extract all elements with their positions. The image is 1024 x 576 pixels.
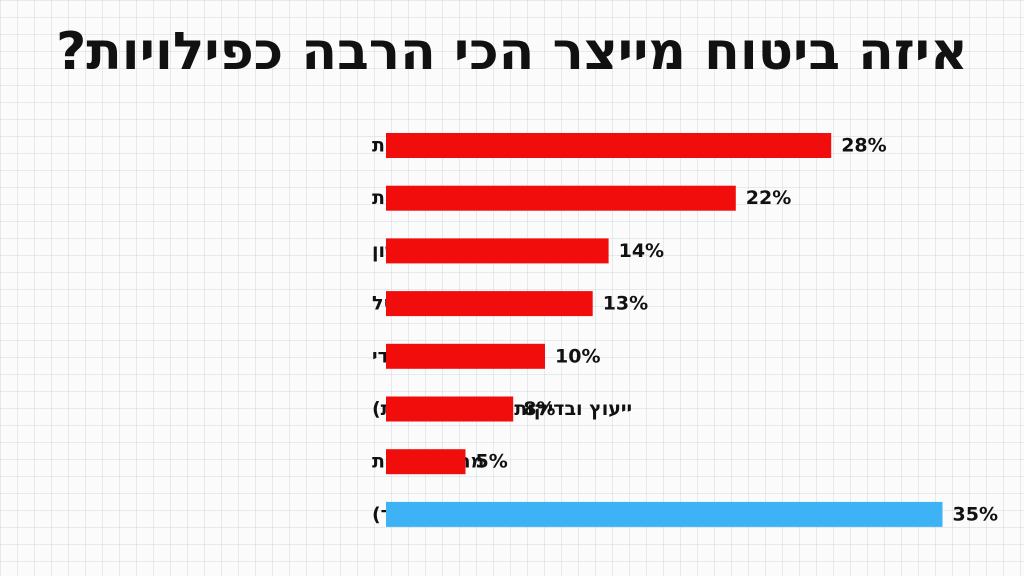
- value-label: 8%: [523, 398, 555, 420]
- bar: [386, 133, 832, 158]
- value-label: 14%: [619, 240, 664, 262]
- value-label: 10%: [555, 345, 600, 367]
- value-label: 22%: [746, 187, 791, 209]
- bar: [386, 238, 609, 264]
- bar: [386, 185, 736, 211]
- value-label: 35%: [953, 503, 998, 525]
- value-label: 5%: [476, 451, 508, 473]
- value-label: 13%: [603, 293, 648, 315]
- bar: [386, 343, 545, 369]
- value-label: 28%: [841, 135, 886, 157]
- bar: [386, 291, 593, 317]
- bar: [386, 501, 943, 527]
- chart-title: איזה ביטוח מייצר הכי הרבה כפילויות?: [56, 22, 968, 82]
- bar: [386, 396, 514, 422]
- bar: [386, 449, 466, 475]
